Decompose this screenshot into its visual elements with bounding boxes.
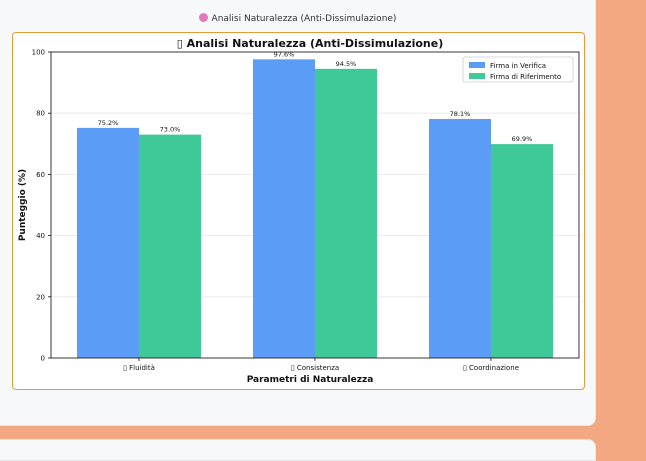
plot-frame bbox=[50, 51, 580, 359]
bar bbox=[139, 134, 201, 358]
bar bbox=[315, 68, 377, 358]
data-label: 78.1% bbox=[450, 110, 471, 118]
x-tick-label: ▯ Coordinazione bbox=[463, 364, 519, 372]
y-tick-label: 20 bbox=[36, 293, 45, 301]
panel-title-text: Analisi Naturalezza (Anti-Dissimulazione… bbox=[211, 14, 397, 24]
data-label: 73.0% bbox=[160, 126, 181, 134]
x-tick-label: ▯ Consistenza bbox=[291, 364, 339, 372]
y-tick-label: 0 bbox=[41, 355, 45, 363]
bar bbox=[253, 59, 315, 359]
data-label: 97.6% bbox=[274, 50, 295, 58]
y-tick-label: 40 bbox=[36, 232, 45, 240]
legend-box bbox=[462, 56, 574, 83]
panel-title: Analisi Naturalezza (Anti-Dissimulazione… bbox=[0, 13, 595, 24]
next-panel bbox=[0, 439, 596, 461]
analysis-panel: Analisi Naturalezza (Anti-Dissimulazione… bbox=[0, 0, 596, 426]
x-tick-label: ▯ Fluidità bbox=[123, 364, 155, 372]
naturalness-bar-chart: 75.2% 73.0% ▯ Fluidità 97.6% 94.5% ▯ Consiste… bbox=[18, 37, 580, 385]
x-axis-label: Parametri di Naturalezza bbox=[247, 375, 374, 385]
legend-label: Firma in Verifica bbox=[490, 62, 546, 70]
y-tick-label: 60 bbox=[36, 171, 45, 179]
data-label: 75.2% bbox=[98, 119, 119, 127]
brain-icon bbox=[198, 13, 208, 22]
legend-label: Firma di Riferimento bbox=[490, 73, 561, 81]
bar bbox=[429, 119, 491, 358]
legend-swatch bbox=[469, 62, 485, 68]
data-label: 94.5% bbox=[336, 60, 357, 68]
chart-frame: 75.2% 73.0% ▯ Fluidità 97.6% 94.5% ▯ Consiste… bbox=[12, 32, 585, 390]
bar bbox=[77, 127, 139, 358]
y-axis-label: Punteggio (%) bbox=[18, 169, 28, 241]
y-tick-label: 100 bbox=[32, 49, 45, 57]
bar bbox=[491, 144, 553, 358]
y-tick-label: 80 bbox=[36, 110, 45, 118]
data-label: 69.9% bbox=[512, 135, 533, 143]
chart-title: ▯ Analisi Naturalezza (Anti-Dissimulazio… bbox=[177, 37, 443, 50]
legend-swatch bbox=[469, 73, 485, 79]
